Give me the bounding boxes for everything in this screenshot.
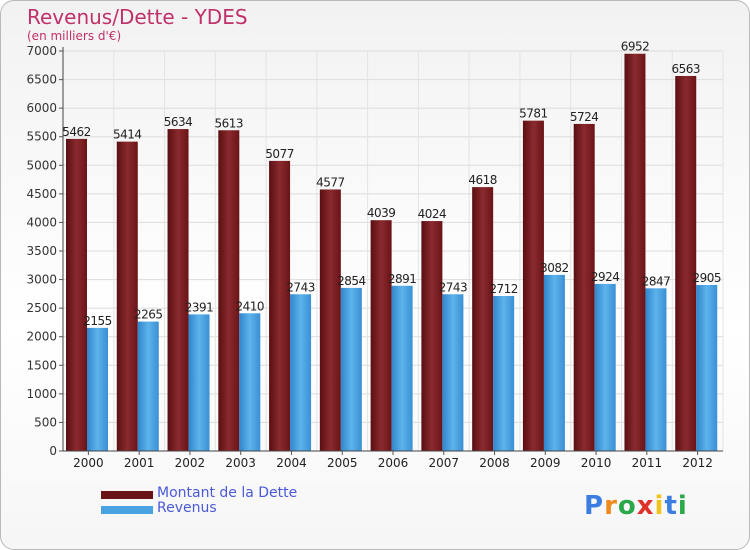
bar-revenue <box>239 313 261 451</box>
x-tick-label: 2005 <box>327 456 358 470</box>
data-label-debt: 5462 <box>62 125 91 139</box>
logo-letter: t <box>664 491 678 521</box>
bar-revenue <box>290 294 312 451</box>
bar-debt <box>218 130 240 451</box>
legend-label-debt: Montant de la Dette <box>157 485 298 501</box>
x-tick-label: 2001 <box>124 456 155 470</box>
data-label-revenue: 2847 <box>642 274 671 288</box>
y-tick-label: 0 <box>49 444 57 458</box>
proxiti-logo: Proxiti <box>584 491 688 521</box>
bar-debt <box>675 75 697 451</box>
bar-debt <box>370 220 392 451</box>
bar-debt <box>66 138 87 451</box>
bar-revenue <box>594 283 616 451</box>
bar-revenue <box>696 285 718 451</box>
bar-revenue <box>87 327 108 451</box>
bar-debt <box>167 129 189 452</box>
x-tick-label: 2002 <box>175 456 206 470</box>
data-label-debt: 6563 <box>671 62 700 76</box>
logo-letter: r <box>604 491 618 521</box>
bar-debt <box>573 123 595 452</box>
y-tick-label: 500 <box>34 415 57 429</box>
bar-revenue <box>493 296 515 451</box>
bar-revenue <box>645 288 667 451</box>
y-tick-label: 3500 <box>26 244 57 258</box>
data-label-revenue: 2924 <box>591 270 620 284</box>
logo-letter: x <box>636 491 655 521</box>
x-tick-label: 2012 <box>682 456 713 470</box>
y-tick-label: 6000 <box>26 101 57 115</box>
legend-swatch-revenue <box>101 506 153 514</box>
bar-debt <box>116 141 138 451</box>
data-label-debt: 5414 <box>113 128 142 142</box>
bar-debt <box>269 160 291 451</box>
y-tick-label: 2000 <box>26 330 57 344</box>
legend-label-revenue: Revenus <box>157 500 217 516</box>
logo-letter: P <box>584 491 605 521</box>
bar-revenue <box>442 294 464 451</box>
data-label-revenue: 2905 <box>692 271 721 285</box>
bars-layer <box>66 53 718 452</box>
data-label-revenue: 2410 <box>236 299 265 313</box>
y-tick-label: 4000 <box>26 215 57 229</box>
data-label-revenue: 2712 <box>489 282 518 296</box>
y-tick-label: 3000 <box>26 273 57 287</box>
y-tick-label: 7000 <box>26 44 57 58</box>
x-tick-label: 2011 <box>632 456 663 470</box>
data-label-revenue: 2743 <box>439 280 468 294</box>
bar-debt <box>319 189 341 451</box>
x-tick-label: 2003 <box>225 456 256 470</box>
data-label-revenue: 2391 <box>185 300 214 314</box>
data-label-debt: 4577 <box>316 175 345 189</box>
data-label-debt: 4024 <box>418 207 447 221</box>
bar-debt <box>421 221 443 451</box>
data-label-revenue: 2155 <box>83 314 112 328</box>
bar-debt <box>522 120 544 452</box>
bar-debt <box>624 53 646 451</box>
x-tick-label: 2006 <box>378 456 409 470</box>
legend-swatch-debt <box>101 491 153 499</box>
x-tick-label: 2004 <box>276 456 307 470</box>
data-label-debt: 5077 <box>265 147 294 161</box>
data-label-debt: 4039 <box>367 206 396 220</box>
axis-layer: 0 500 1000 1500 2000 2500 3000 3500 4000 4500 5000… <box>26 44 723 470</box>
data-label-revenue: 2743 <box>286 280 315 294</box>
logo-letter: o <box>617 491 637 521</box>
x-tick-label: 2008 <box>479 456 510 470</box>
data-label-debt: 5634 <box>164 115 193 129</box>
x-tick-label: 2009 <box>530 456 561 470</box>
y-tick-label: 1000 <box>26 387 57 401</box>
bar-revenue <box>340 287 362 451</box>
x-tick-label: 2000 <box>73 456 104 470</box>
data-label-debt: 4618 <box>468 173 497 187</box>
y-tick-label: 6500 <box>26 73 57 87</box>
bar-revenue <box>543 274 565 451</box>
data-label-debt: 6952 <box>621 40 650 54</box>
y-tick-label: 5500 <box>26 130 57 144</box>
bar-revenue <box>391 285 413 451</box>
data-label-revenue: 2854 <box>337 274 366 288</box>
data-label-revenue: 2891 <box>388 272 417 286</box>
chart-title: Revenus/Dette - YDES <box>27 5 248 29</box>
y-tick-label: 1500 <box>26 358 57 372</box>
bar-debt <box>472 187 494 451</box>
bar-revenue <box>137 321 159 451</box>
x-tick-label: 2007 <box>428 456 459 470</box>
logo-letter: i <box>654 491 665 521</box>
data-label-revenue: 3082 <box>540 261 569 275</box>
data-label-debt: 5724 <box>570 110 599 124</box>
x-tick-label: 2010 <box>581 456 612 470</box>
data-label-debt: 5613 <box>215 116 244 130</box>
logo-letter: i <box>677 491 688 521</box>
chart-subtitle: (en milliers d'€) <box>27 29 122 43</box>
data-label-revenue: 2265 <box>134 308 163 322</box>
bar-revenue <box>188 314 210 451</box>
y-tick-label: 2500 <box>26 301 57 315</box>
y-tick-label: 5000 <box>26 158 57 172</box>
data-label-debt: 5781 <box>519 107 548 121</box>
labels-layer: 5462 2155 5414 2265 5634 2391 5613 2410 5077 2743… <box>62 40 721 328</box>
y-tick-label: 4500 <box>26 187 57 201</box>
